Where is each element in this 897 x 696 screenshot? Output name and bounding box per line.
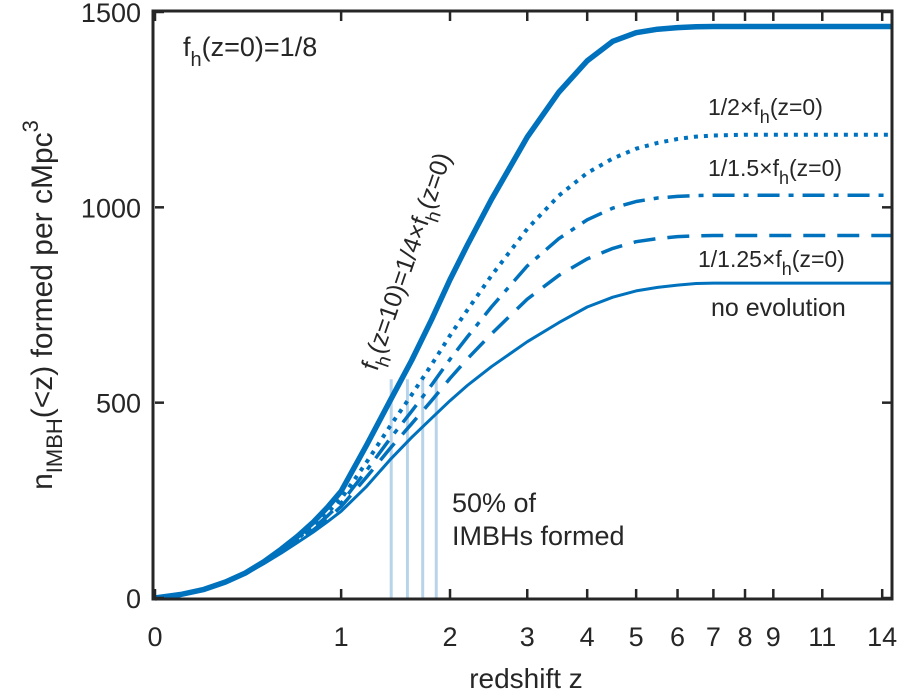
x-tick-label-4: 4 [580,622,595,652]
series-lines [154,23,891,601]
series-line-2 [154,193,891,600]
half-formed-markers [389,379,438,598]
x-tick-label-9: 9 [766,622,781,652]
axis-ticks: 0 1 2 3 4 5 6 7 8 9 11 14 0 500 1000 1500 [81,0,897,652]
annotation-fifty-line2: IMBHs formed [452,521,625,551]
x-tick-label-11: 14 [867,622,897,652]
x-tick-label-1: 1 [334,622,349,652]
y-tick-label-1: 500 [96,389,141,419]
series-line-3 [154,132,891,600]
annotation-fh0: fh(z=0)=1/8 [183,32,317,71]
x-tick-label-2: 2 [442,622,457,652]
y-axis-label: nIMBH(<z) formed per cMpc3 [18,120,67,490]
annotation-onefive: 1/1.5×fh(z=0) [708,155,842,188]
x-tick-label-3: 3 [520,622,535,652]
annotation-fh10: fh(z=10)=1/4×fh(z=0) [356,149,464,377]
y-tick-label-0: 0 [126,584,141,614]
series-line-4 [154,23,891,601]
x-tick-label-7: 7 [706,622,721,652]
x-tick-label-6: 6 [670,622,685,652]
x-tick-label-0: 0 [147,622,162,652]
x-tick-label-5: 5 [629,622,644,652]
annotation-half: 1/2×fh(z=0) [708,94,823,127]
annotation-onetwofive: 1/1.25×fh(z=0) [698,246,845,279]
y-label-main: n [26,473,59,490]
x-tick-label-10: 11 [808,622,836,652]
plot-frame [151,9,894,601]
annotation-fifty-line1: 50% of [452,488,537,518]
x-tick-label-8: 8 [738,622,753,652]
y-label-rest: (<z) formed per cMpc [26,132,59,418]
y-tick-label-2: 1000 [81,193,141,223]
annotation-no-evolution: no evolution [711,294,846,322]
y-label-sup: 3 [18,120,43,132]
x-axis-label: redshift z [469,663,583,694]
y-label-sub: IMBH [42,418,67,473]
y-tick-label-3: 1500 [81,0,141,28]
